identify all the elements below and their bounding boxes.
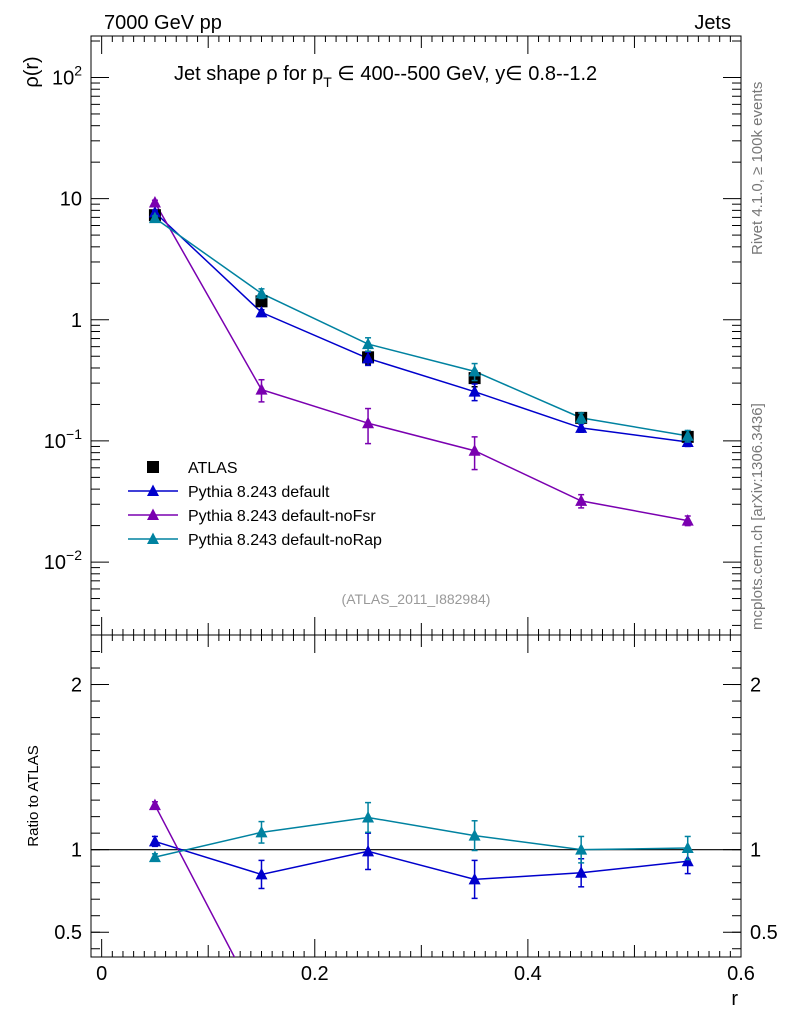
main-markers-noRap — [148, 211, 694, 443]
header-left: 7000 GeV pp — [104, 12, 222, 34]
main-point-noRap — [468, 364, 481, 377]
main-markers-atlas — [148, 209, 694, 444]
ratio-point-noRap — [575, 843, 588, 855]
legend-entry-noFsr: Pythia 8.243 default-noFsr — [128, 508, 376, 525]
main-point-noFsr — [575, 494, 588, 506]
ratio-line-default — [154, 840, 688, 881]
ratio-panel-frame — [90, 634, 742, 958]
main-point-default — [148, 205, 161, 218]
legend-entry-default: Pythia 8.243 default — [128, 484, 330, 501]
ratio-point-noFsr — [469, 967, 481, 979]
x-tick-label: 0 — [96, 963, 107, 985]
main-point-noFsr — [148, 195, 161, 208]
ratio-point-default — [362, 844, 375, 857]
main-ylabel: ρ(r) — [21, 56, 43, 87]
side-label-bottom: mcplots.cern.ch [arXiv:1306.3436] — [749, 403, 766, 630]
ratio-point-noRap — [468, 829, 481, 841]
main-line-default — [154, 211, 688, 443]
ratio-point-noRap — [148, 850, 161, 863]
main-ytick-label-exp: −2 — [66, 547, 82, 563]
main-ytick-label-exp: 2 — [74, 62, 82, 78]
plot-title-sub: T — [323, 74, 332, 90]
header-right: Jets — [694, 12, 731, 34]
main-point-default — [362, 351, 375, 364]
ratio-ytick-label: 2 — [71, 675, 82, 697]
side-label-top: Rivet 4.1.0, ≥ 100k events — [749, 82, 766, 255]
ratio-point-default — [255, 867, 268, 880]
ratio-point-noRap — [255, 825, 268, 838]
ratio-ylabel: Ratio to ATLAS — [25, 745, 42, 846]
main-ytick-label-base: 10 — [44, 552, 66, 574]
main-ytick-label-base: 10 — [44, 431, 66, 453]
ratio-ytick-label: 0.5 — [54, 922, 82, 944]
ratio-point-noFsr — [255, 1002, 267, 1014]
main-point-noRap — [681, 429, 694, 441]
ratio-line-noRap — [154, 816, 688, 858]
main-series-default — [154, 211, 688, 443]
ratio-point-noFsr — [682, 975, 694, 987]
ratio-point-noFsr — [148, 798, 161, 811]
legend-marker-default — [147, 484, 159, 496]
x-tick-label: 0.4 — [514, 963, 542, 985]
ratio-series-default — [148, 832, 694, 900]
plot-title: Jet shape ρ for pT ∈ 400--500 GeV, y∈ 0.… — [174, 63, 597, 90]
main-ytick-label: 10−1 — [44, 426, 82, 453]
main-point-noRap — [255, 286, 268, 299]
ratio-point-default — [468, 872, 481, 885]
ratio-point-default — [681, 854, 694, 867]
ratio-point-noRap — [681, 841, 694, 854]
main-point-noFsr — [681, 514, 694, 526]
legend-entry-atlas: ATLAS — [147, 460, 238, 477]
legend-label-noRap: Pythia 8.243 default-noRap — [188, 532, 382, 549]
legend-label-noFsr: Pythia 8.243 default-noFsr — [188, 508, 376, 525]
ratio-point-noFsr — [575, 974, 587, 986]
main-point-noFsr — [255, 383, 268, 395]
main-point-default — [468, 385, 481, 397]
main-line-noFsr — [154, 202, 688, 522]
plot-title-post: ∈ 400--500 GeV, y∈ 0.8--1.2 — [332, 63, 597, 85]
main-ytick-label: 10 — [60, 189, 82, 211]
main-point-noFsr — [468, 444, 481, 456]
x-tick-label: 0.6 — [727, 963, 755, 985]
ratio-series-noRap — [148, 801, 694, 864]
ratio-point-default — [148, 834, 161, 847]
main-ytick-label-base: 10 — [52, 67, 74, 89]
x-axis-label: r — [731, 988, 738, 1010]
main-point-noRap — [362, 337, 375, 350]
main-ytick-label-exp: −1 — [66, 426, 82, 442]
legend-entry-noRap: Pythia 8.243 default-noRap — [128, 532, 382, 549]
ratio-point-default — [575, 866, 588, 878]
legend-marker-atlas — [147, 461, 159, 473]
main-markers-default — [148, 205, 694, 448]
main-point-default — [255, 305, 268, 318]
ratio-ytick-label-right: 1 — [750, 840, 761, 862]
main-line-noRap — [154, 217, 688, 437]
ratio-point-noRap — [362, 810, 375, 823]
main-ytick-label: 10−2 — [44, 547, 82, 574]
main-markers-noFsr — [148, 195, 694, 527]
main-point-noRap — [575, 411, 588, 423]
main-point-noRap — [148, 211, 161, 224]
legend-label-default: Pythia 8.243 default — [188, 484, 330, 501]
main-point-noFsr — [362, 416, 375, 429]
ratio-ytick-label-right: 0.5 — [750, 922, 778, 944]
analysis-watermark: (ATLAS_2011_I882984) — [342, 591, 491, 607]
main-series-noRap — [154, 217, 688, 437]
ratio-ytick-label-right: 2 — [750, 675, 761, 697]
ratio-line-noFsr — [154, 804, 236, 957]
main-ytick-label: 102 — [52, 62, 82, 89]
ratio-point-noFsr — [362, 960, 374, 972]
main-ytick-label: 1 — [71, 310, 82, 332]
legend-marker-noFsr — [147, 508, 159, 520]
main-series-noFsr — [154, 202, 688, 522]
plot-title-pre: Jet shape ρ for p — [174, 63, 323, 85]
legend-label-atlas: ATLAS — [188, 460, 238, 477]
ratio-ytick-label: 1 — [71, 840, 82, 862]
x-tick-label: 0.2 — [301, 963, 329, 985]
main-point-default — [575, 421, 588, 433]
ratio-series-noFsr — [148, 798, 694, 1014]
legend-marker-noRap — [147, 532, 159, 544]
